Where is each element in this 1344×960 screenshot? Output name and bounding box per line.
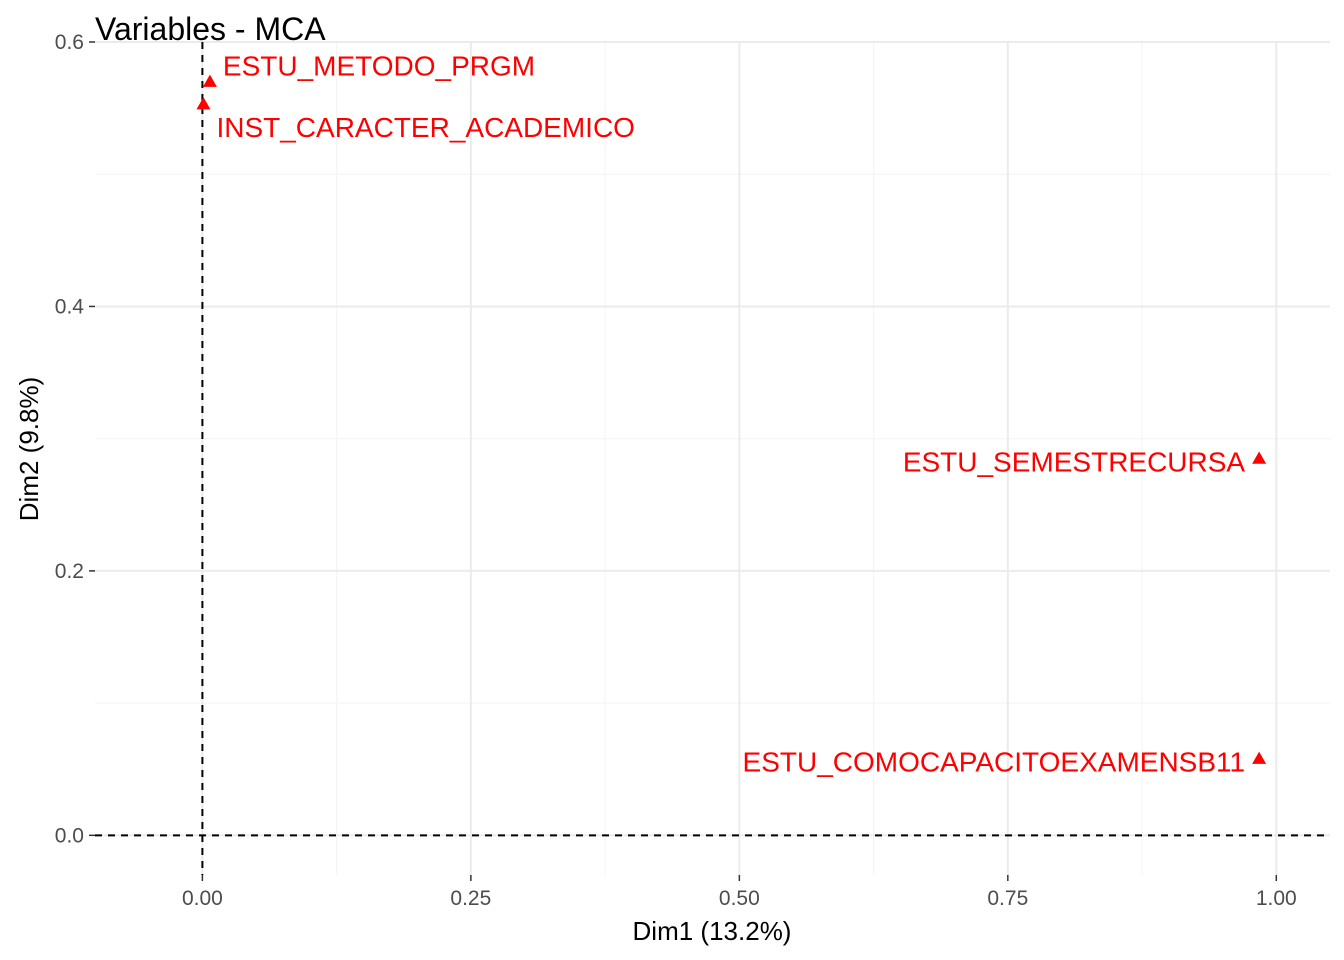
x-tick-label: 0.00	[182, 887, 223, 910]
y-axis-title: Dim2 (9.8%)	[14, 377, 44, 521]
point-marker	[1252, 451, 1267, 464]
y-tick-label: 0.6	[55, 31, 84, 54]
y-axis-ticks: 0.0 0.2 0.4 0.6	[55, 31, 95, 847]
point-label: ESTU_SEMESTRECURSA	[903, 447, 1246, 478]
zero-reference-lines	[95, 42, 1330, 875]
x-tick-label: 1.00	[1256, 887, 1297, 910]
point-marker	[196, 97, 211, 110]
point-marker	[1252, 751, 1267, 764]
y-tick-label: 0.2	[55, 560, 84, 583]
point-label: ESTU_COMOCAPACITOEXAMENSB11	[743, 747, 1246, 778]
x-tick-label: 0.25	[450, 887, 491, 910]
x-tick-label: 0.75	[987, 887, 1028, 910]
data-points: ESTU_METODO_PRGM INST_CARACTER_ACADEMICO E…	[196, 51, 1267, 778]
x-axis-ticks: 0.00 0.25 0.50 0.75 1.00	[182, 875, 1297, 910]
x-tick-label: 0.50	[719, 887, 760, 910]
minor-gridlines	[95, 42, 1330, 875]
y-tick-label: 0.4	[55, 295, 85, 318]
x-axis-title: Dim1 (13.2%)	[633, 916, 792, 946]
point-label: INST_CARACTER_ACADEMICO	[216, 112, 635, 143]
chart-title: Variables - MCA	[95, 11, 326, 47]
y-tick-label: 0.0	[55, 824, 84, 847]
point-marker	[202, 74, 217, 87]
point-label: ESTU_METODO_PRGM	[223, 51, 535, 82]
